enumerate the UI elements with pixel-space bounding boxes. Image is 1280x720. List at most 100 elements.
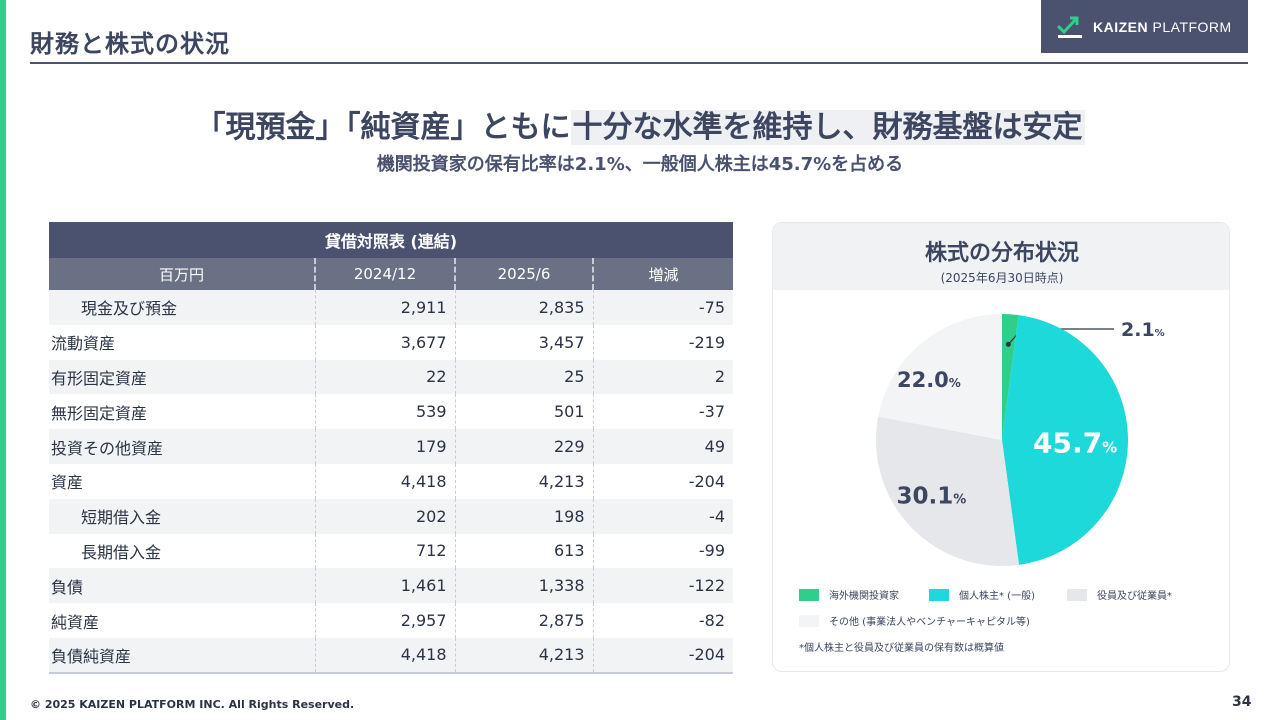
- table-row: 純資産 2,957 2,875 -82: [49, 603, 733, 638]
- page-title: 財務と株式の状況: [30, 30, 230, 58]
- table-row: 現金及び預金 2,911 2,835 -75: [49, 290, 733, 325]
- row-label: 長期借入金: [81, 542, 162, 562]
- column-header-unit: 百万円: [49, 258, 315, 290]
- cell-2025-6: 2,835: [454, 290, 593, 325]
- pie-slice-label: 22.0%: [897, 368, 961, 392]
- cell-change: 49: [592, 429, 733, 464]
- pie-slice: [876, 416, 1019, 567]
- cell-change: -82: [592, 603, 733, 638]
- cell-2025-6: 4,213: [454, 463, 593, 499]
- cell-change: -37: [592, 394, 733, 430]
- column-header-change: 増減: [592, 258, 733, 290]
- legend-swatch: [799, 588, 819, 601]
- cell-2025-6: 3,457: [454, 324, 593, 360]
- table-row: 短期借入金 202 198 -4: [49, 498, 733, 534]
- balance-sheet-table: 貸借対照表 (連結) 百万円 2024/12 2025/6 増減 現金及び預金 2…: [49, 222, 733, 674]
- legend-swatch: [1067, 588, 1087, 601]
- row-label: 純資産: [51, 612, 100, 632]
- headline-part2: 十分な水準を維持し、財務基盤は安定: [570, 110, 1085, 145]
- cell-change: -75: [592, 290, 733, 325]
- cell-2024-12: 4,418: [314, 637, 455, 674]
- logo-text-bold: KAIZEN: [1093, 18, 1149, 35]
- cell-2024-12: 4,418: [314, 463, 455, 499]
- column-header-2024-12: 2024/12: [314, 258, 455, 290]
- cell-change: -99: [592, 533, 733, 569]
- cell-2025-6: 25: [454, 359, 593, 395]
- column-header-2025-6: 2025/6: [454, 258, 593, 290]
- chart-title: 株式の分布状況: [924, 241, 1079, 266]
- legend-label: その他 (事業法人やベンチャーキャピタル等): [829, 617, 1030, 628]
- legend-label: 個人株主* (一般): [959, 591, 1035, 602]
- row-label: 現金及び預金: [49, 290, 315, 325]
- legend-item: 個人株主* (一般): [929, 587, 1035, 602]
- row-label: 負債純資産: [49, 637, 315, 674]
- cell-2024-12: 22: [314, 359, 455, 395]
- row-label: 投資その他資産: [49, 429, 315, 464]
- cell-2024-12: 179: [314, 429, 455, 464]
- cell-2025-6: 501: [454, 394, 593, 430]
- cell-2025-6: 4,213: [454, 637, 593, 674]
- row-label: 短期借入金: [49, 498, 315, 534]
- cell-change: -204: [592, 463, 733, 499]
- table-row: 無形固定資産 539 501 -37: [49, 394, 733, 430]
- legend-item: 海外機関投資家: [799, 587, 899, 602]
- cell-2025-6: 613: [454, 533, 593, 569]
- page-number: 34: [1232, 694, 1252, 710]
- logo-text: KAIZEN PLATFORM: [1093, 19, 1232, 35]
- row-label: 資産: [51, 473, 84, 493]
- chart-subtitle: (2025年6月30日時点): [940, 271, 1064, 285]
- cell-2025-6: 198: [454, 498, 593, 534]
- logo-text-light: PLATFORM: [1152, 18, 1232, 35]
- row-label: 有形固定資産: [49, 359, 315, 395]
- cell-2024-12: 2,911: [314, 290, 455, 325]
- table-row: 有形固定資産 22 25 2: [49, 359, 733, 395]
- legend-swatch: [799, 614, 819, 627]
- table-row: 負債純資産 4,418 4,213 -204: [49, 637, 733, 674]
- table-row: 投資その他資産 179 229 49: [49, 429, 733, 464]
- growth-arrow-icon: [1056, 16, 1082, 38]
- legend-label: 海外機関投資家: [829, 591, 899, 602]
- table-row: 負債 1,461 1,338 -122: [49, 568, 733, 604]
- cell-2024-12: 202: [314, 498, 455, 534]
- legend-item: その他 (事業法人やベンチャーキャピタル等): [799, 613, 1030, 628]
- shareholder-distribution-panel: 株式の分布状況 (2025年6月30日時点) 2.1% 45.7% 30.1% 22.…: [772, 222, 1230, 672]
- chart-header: 株式の分布状況 (2025年6月30日時点): [773, 223, 1229, 290]
- cell-2025-6: 1,338: [454, 568, 593, 604]
- pie-chart: 2.1% 45.7% 30.1% 22.0%: [876, 314, 1165, 567]
- company-logo: KAIZEN PLATFORM: [1041, 0, 1248, 53]
- table-row: 長期借入金 712 613 -99: [49, 533, 733, 569]
- headline: 「現預金」「純資産」ともに十分な水準を維持し、財務基盤は安定: [0, 102, 1280, 146]
- pie-slice-label: 45.7%: [1033, 426, 1117, 459]
- cell-2025-6: 229: [454, 429, 593, 464]
- balance-sheet-body: 現金及び預金 2,911 2,835 -75 流動資産 3,677 3,457 -219 有形固…: [49, 290, 733, 674]
- pie-slice-label: 30.1%: [897, 484, 967, 510]
- legend-label: 役員及び従業員*: [1097, 591, 1172, 602]
- table-row: 流動資産 3,677 3,457 -219: [49, 324, 733, 360]
- row-label: 無形固定資産: [51, 403, 148, 423]
- balance-sheet-title: 貸借対照表 (連結): [49, 222, 733, 258]
- cell-change: -4: [592, 498, 733, 534]
- copyright: © 2025 KAIZEN PLATFORM INC. All Rights R…: [30, 698, 355, 711]
- legend-item: 役員及び従業員*: [1067, 587, 1172, 602]
- pie-slice: [1002, 315, 1128, 565]
- cell-2024-12: 3,677: [314, 324, 455, 360]
- pie-slice: [878, 314, 1002, 440]
- legend-swatch: [929, 588, 949, 601]
- row-label: 負債: [49, 568, 315, 604]
- cell-2025-6: 2,875: [454, 603, 593, 638]
- pie-slice-label: 2.1%: [1121, 319, 1165, 341]
- cell-change: -122: [592, 568, 733, 604]
- title-divider: [30, 62, 1248, 64]
- cell-change: -204: [592, 637, 733, 674]
- accent-bar: [0, 0, 6, 720]
- cell-change: -219: [592, 324, 733, 360]
- cell-2024-12: 1,461: [314, 568, 455, 604]
- cell-2024-12: 712: [314, 533, 455, 569]
- cell-change: 2: [592, 359, 733, 395]
- chart-footnote: *個人株主と役員及び従業員の保有数は概算値: [799, 643, 1004, 654]
- headline-part1: 「現預金」「純資産」ともに: [195, 110, 571, 145]
- cell-2024-12: 2,957: [314, 603, 455, 638]
- subheadline: 機関投資家の保有比率は2.1%、一般個人株主は45.7%を占める: [376, 154, 904, 175]
- row-label: 流動資産: [51, 334, 116, 354]
- cell-2024-12: 539: [314, 394, 455, 430]
